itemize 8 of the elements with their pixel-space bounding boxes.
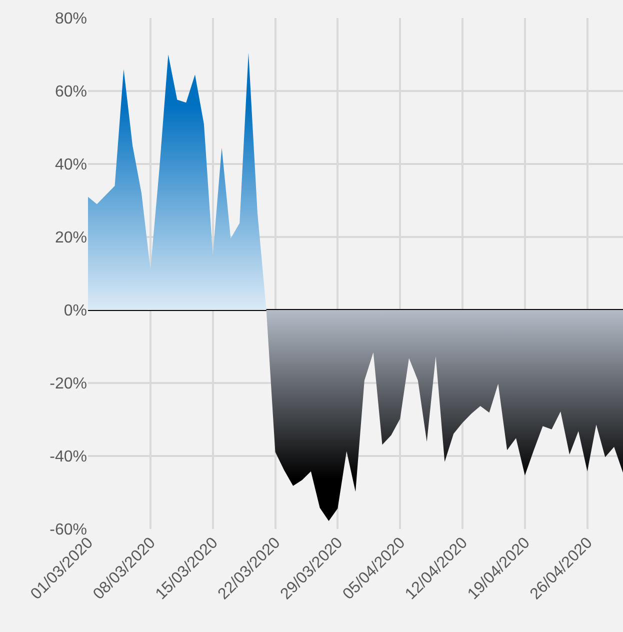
y-tick-label: 20% [54, 230, 87, 247]
y-tick-label: -40% [50, 448, 87, 466]
y-tick-label: 60% [54, 84, 87, 101]
y-tick-label: 80% [54, 10, 87, 28]
y-tick-label: -60% [50, 522, 87, 539]
y-tick-label: -20% [50, 376, 87, 393]
y-tick-label: 40% [54, 156, 87, 174]
y-tick-label: 0% [64, 302, 87, 320]
